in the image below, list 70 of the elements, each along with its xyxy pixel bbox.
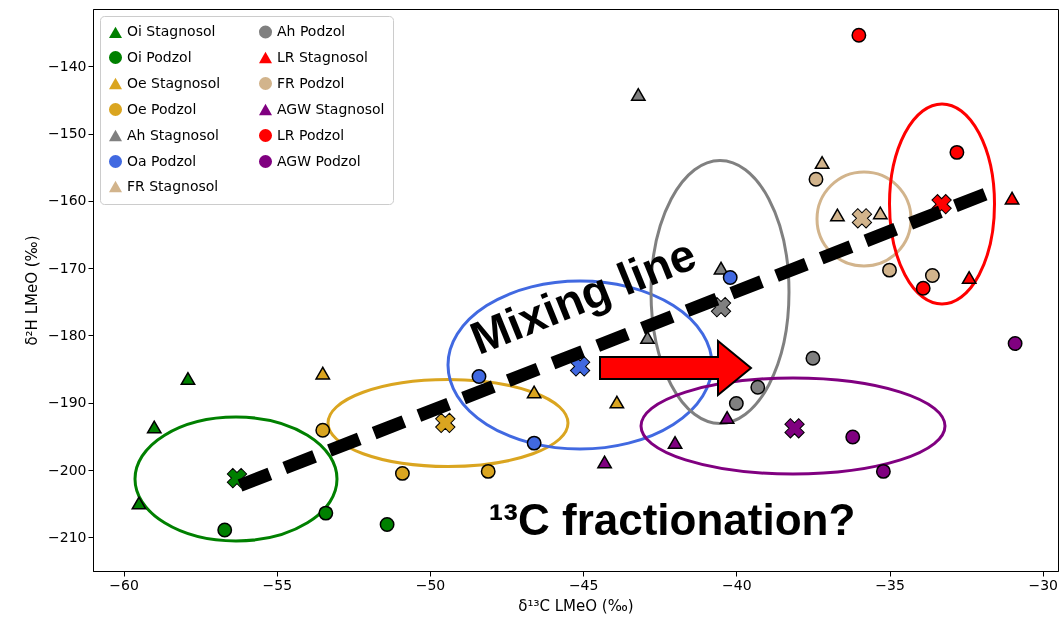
x-tick-label: −45 xyxy=(568,576,599,593)
point xyxy=(480,463,496,479)
legend-label: LR Podzol xyxy=(277,126,345,143)
x-tick-label: −40 xyxy=(722,576,752,593)
point xyxy=(805,350,821,366)
point xyxy=(814,155,830,170)
point xyxy=(318,505,334,521)
point xyxy=(526,435,542,451)
point xyxy=(471,369,487,384)
point xyxy=(851,27,867,43)
point xyxy=(640,330,655,345)
point xyxy=(394,465,410,481)
point xyxy=(379,517,395,532)
point xyxy=(924,268,940,283)
y-tick-label: −170 xyxy=(48,259,87,276)
point xyxy=(526,385,542,399)
point xyxy=(915,280,931,296)
point xyxy=(1007,336,1023,351)
x-tick-label: −50 xyxy=(415,576,446,593)
y-tick-label: −190 xyxy=(48,394,87,411)
legend-label: Ah Stagnosol xyxy=(127,126,219,143)
point xyxy=(713,261,729,275)
point xyxy=(845,429,861,445)
y-tick-label: −180 xyxy=(48,326,87,343)
y-tick-label: −140 xyxy=(48,57,87,74)
legend-label: AGW Podzol xyxy=(277,152,361,169)
y-tick-label: −210 xyxy=(48,528,87,545)
y-tick-label: −160 xyxy=(48,192,87,209)
point xyxy=(1004,191,1020,205)
y-tick-label: −150 xyxy=(48,125,87,142)
point xyxy=(667,435,683,450)
legend-label: Oi Stagnosol xyxy=(127,23,216,40)
point xyxy=(875,463,891,479)
point xyxy=(597,455,613,469)
legend-label: Ah Podzol xyxy=(277,22,346,39)
legend-label: Oi Podzol xyxy=(127,48,192,65)
point xyxy=(146,420,162,434)
x-tick-label: −30 xyxy=(1028,576,1058,593)
point xyxy=(882,262,897,278)
point xyxy=(315,366,331,380)
point xyxy=(131,496,147,510)
point xyxy=(180,371,196,386)
legend-label: LR Stagnosol xyxy=(277,48,369,65)
annotation: Mixing line xyxy=(462,226,704,366)
point xyxy=(728,395,744,411)
legend-label: AGW Stagnosol xyxy=(277,100,385,117)
x-axis-title: δ¹³C LMeO (‰) xyxy=(518,596,634,615)
x-tick-label: −55 xyxy=(262,576,293,593)
point xyxy=(630,87,646,102)
legend-label: FR Stagnosol xyxy=(127,177,219,194)
legend-label: Oe Podzol xyxy=(127,100,197,117)
legend-label: Oa Podzol xyxy=(127,152,197,169)
point xyxy=(808,171,824,187)
legend-label: FR Podzol xyxy=(277,74,345,91)
point xyxy=(719,410,735,425)
y-axis-title: δ²H LMeO (‰) xyxy=(23,235,42,346)
point xyxy=(217,522,233,538)
point xyxy=(750,379,766,395)
annotation: ¹³C fractionation? xyxy=(488,495,856,545)
legend-label: Oe Stagnosol xyxy=(127,74,221,91)
x-tick-label: −60 xyxy=(109,576,139,593)
point xyxy=(829,208,845,222)
point xyxy=(609,395,625,409)
point xyxy=(949,144,965,160)
point xyxy=(961,270,977,285)
point xyxy=(872,206,888,220)
point xyxy=(315,422,331,438)
y-tick-label: −200 xyxy=(48,461,87,478)
x-tick-label: −35 xyxy=(875,576,905,593)
point xyxy=(722,270,738,285)
